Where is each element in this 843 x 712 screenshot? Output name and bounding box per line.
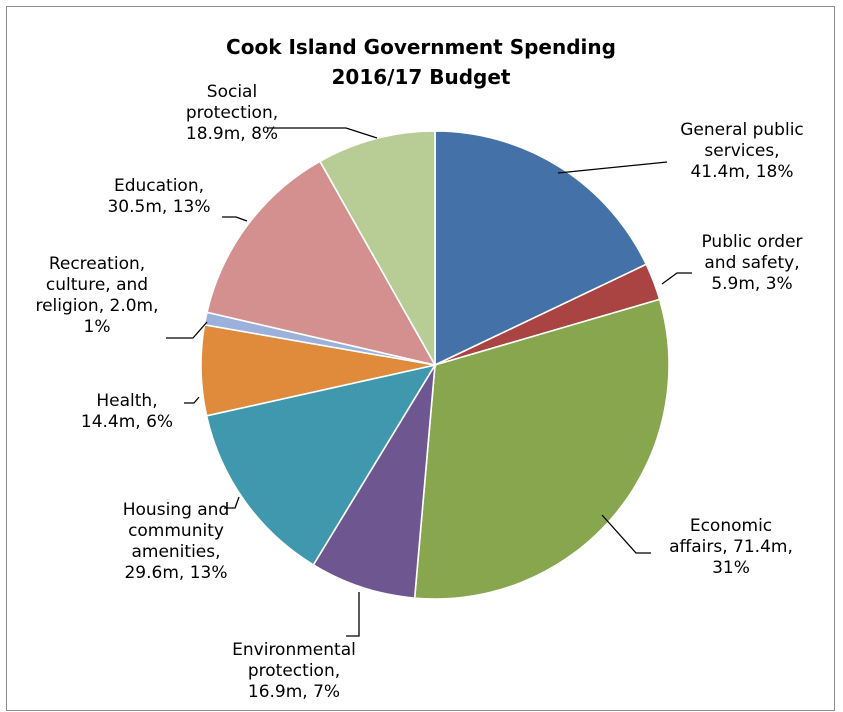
slice-social-protection bbox=[318, 130, 436, 369]
data-label-social-protection: Social protection, 18.9m, 8% bbox=[186, 82, 278, 144]
data-label-line: Environmental bbox=[232, 640, 356, 660]
leader-line-social-protection bbox=[268, 127, 378, 139]
data-label-line: 30.5m, 13% bbox=[107, 197, 210, 217]
chart-title-line-1: Cook Island Government Spending bbox=[226, 35, 616, 59]
leader-line-environmental-protection bbox=[346, 592, 360, 637]
leader-line-education bbox=[222, 216, 248, 222]
data-label-education: Education, 30.5m, 13% bbox=[107, 176, 210, 217]
data-label-line: protection, bbox=[248, 661, 340, 681]
data-label-line: 14.4m, 6% bbox=[81, 412, 173, 432]
data-label-line: services, bbox=[704, 141, 779, 161]
data-label-line: 31% bbox=[712, 558, 750, 578]
data-label-economic-affairs: Economic affairs, 71.4m, 31% bbox=[669, 516, 793, 578]
chart-title: Cook Island Government Spending 2016/17 B… bbox=[226, 35, 616, 89]
data-label-line: Social bbox=[207, 82, 257, 102]
slice-housing-and-community-amenities bbox=[205, 363, 437, 566]
data-label-line: Public order bbox=[701, 232, 802, 252]
data-label-environmental-protection: Environmental protection, 16.9m, 7% bbox=[232, 640, 356, 702]
data-label-line: protection, bbox=[186, 103, 278, 123]
leader-line-general-public-services bbox=[557, 161, 668, 174]
data-label-line: Health, bbox=[96, 391, 157, 411]
data-labels: General public services, 41.4m, 18% Public … bbox=[35, 82, 803, 702]
data-label-public-order-and-safety: Public order and safety, 5.9m, 3% bbox=[701, 232, 802, 294]
data-label-line: 41.4m, 18% bbox=[690, 162, 793, 182]
data-label-line: Education, bbox=[114, 176, 204, 196]
data-label-line: and safety, bbox=[704, 253, 799, 273]
leader-line-housing-and-community-amenities bbox=[224, 496, 240, 509]
chart-area: Cook Island Government Spending 2016/17 B… bbox=[6, 6, 835, 711]
pie-slices bbox=[200, 130, 670, 600]
slice-economic-affairs bbox=[413, 298, 670, 600]
slice-education bbox=[206, 160, 437, 367]
data-label-recreation-culture-and-religion: Recreation, culture, and religion, 2.0m, 1% bbox=[35, 254, 158, 337]
leader-line-health bbox=[184, 396, 200, 404]
leader-lines bbox=[166, 127, 692, 637]
data-label-line: 1% bbox=[84, 317, 111, 337]
pie-chart: Cook Island Government Spending 2016/17 B… bbox=[35, 35, 803, 702]
data-label-line: 5.9m, 3% bbox=[711, 274, 792, 294]
data-label-line: Economic bbox=[690, 516, 772, 536]
data-label-line: religion, 2.0m, bbox=[35, 296, 158, 316]
data-label-health: Health, 14.4m, 6% bbox=[81, 391, 173, 432]
data-label-line: culture, and bbox=[46, 275, 148, 295]
data-label-line: 29.6m, 13% bbox=[124, 563, 227, 583]
data-label-general-public-services: General public services, 41.4m, 18% bbox=[680, 120, 804, 182]
data-label-line: 18.9m, 8% bbox=[186, 124, 278, 144]
data-label-line: amenities, bbox=[131, 542, 220, 562]
data-label-line: community bbox=[128, 521, 224, 541]
data-label-line: 16.9m, 7% bbox=[248, 682, 340, 702]
data-label-line: Housing and bbox=[123, 500, 230, 520]
data-label-line: Recreation, bbox=[49, 254, 145, 274]
data-label-housing-and-community-amenities: Housing and community amenities, 29.6m, 13% bbox=[123, 500, 230, 583]
leader-line-public-order-and-safety bbox=[661, 272, 692, 285]
data-label-line: General public bbox=[680, 120, 804, 140]
slice-environmental-protection bbox=[312, 364, 436, 599]
data-label-line: affairs, 71.4m, bbox=[669, 537, 793, 557]
leader-line-economic-affairs bbox=[601, 514, 651, 554]
chart-title-line-2: 2016/17 Budget bbox=[331, 65, 510, 89]
slice-general-public-services bbox=[434, 130, 648, 367]
leader-line-recreation-culture-and-religion bbox=[166, 321, 208, 339]
